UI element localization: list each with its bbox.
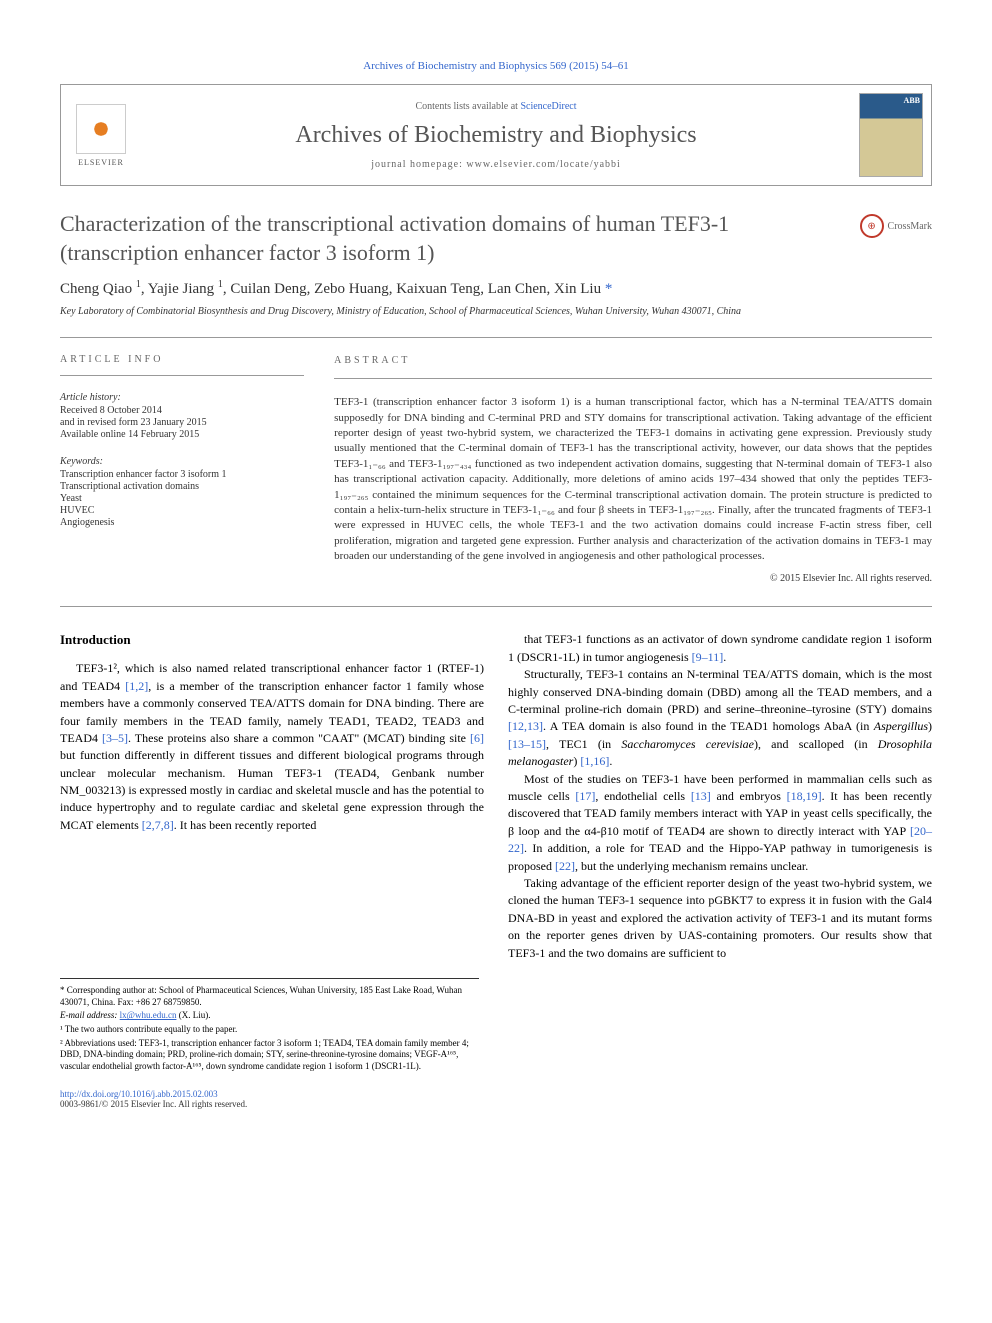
abstract-copyright: © 2015 Elsevier Inc. All rights reserved…	[334, 572, 932, 586]
cover-thumbnail: ABB	[859, 93, 923, 177]
intro-paragraph-1: TEF3-1², which is also named related tra…	[60, 660, 484, 834]
body-columns: Introduction TEF3-1², which is also name…	[60, 631, 932, 961]
elsevier-logo: ELSEVIER	[61, 85, 141, 185]
keyword: Yeast	[60, 493, 304, 504]
meta-row: ARTICLE INFO Article history: Received 8…	[60, 354, 932, 586]
email-suffix: (X. Liu).	[176, 1010, 210, 1020]
article-info-label: ARTICLE INFO	[60, 354, 304, 365]
footnote-1: ¹ The two authors contribute equally to …	[60, 1024, 479, 1036]
introduction-heading: Introduction	[60, 631, 484, 650]
history-received: Received 8 October 2014	[60, 405, 304, 416]
cover-abb-label: ABB	[904, 96, 920, 105]
crossmark-icon: ⊕	[860, 214, 884, 238]
intro-paragraph-2: that TEF3-1 functions as an activator of…	[508, 631, 932, 666]
journal-header-box: ELSEVIER Contents lists available at Sci…	[60, 84, 932, 186]
history-revised: and in revised form 23 January 2015	[60, 417, 304, 428]
footnote-corresponding: * Corresponding author at: School of Pha…	[60, 985, 479, 1008]
page-container: Archives of Biochemistry and Biophysics …	[0, 0, 992, 1149]
footnotes: * Corresponding author at: School of Pha…	[60, 978, 479, 1073]
article-title: Characterization of the transcriptional …	[60, 210, 844, 267]
contents-line: Contents lists available at ScienceDirec…	[141, 101, 851, 112]
abstract-text: TEF3-1 (transcription enhancer factor 3 …	[334, 395, 932, 564]
info-divider	[60, 375, 304, 376]
keyword: HUVEC	[60, 505, 304, 516]
keywords-label: Keywords:	[60, 456, 304, 467]
intro-paragraph-4: Most of the studies on TEF3-1 have been …	[508, 771, 932, 875]
abstract-label: ABSTRACT	[334, 354, 932, 368]
footer: http://dx.doi.org/10.1016/j.abb.2015.02.…	[60, 1089, 932, 1109]
footnote-2: ² Abbreviations used: TEF3-1, transcript…	[60, 1038, 479, 1073]
journal-cover: ABB	[851, 85, 931, 185]
email-link[interactable]: lx@whu.edu.cn	[120, 1010, 177, 1020]
crossmark-label: CrossMark	[888, 221, 932, 232]
intro-paragraph-3: Structurally, TEF3-1 contains an N-termi…	[508, 666, 932, 770]
article-info-column: ARTICLE INFO Article history: Received 8…	[60, 354, 304, 586]
journal-name: Archives of Biochemistry and Biophysics	[141, 122, 851, 149]
sciencedirect-link[interactable]: ScienceDirect	[520, 101, 576, 112]
divider-top	[60, 337, 932, 338]
history-online: Available online 14 February 2015	[60, 429, 304, 440]
homepage-prefix: journal homepage:	[371, 159, 466, 170]
history-label: Article history:	[60, 392, 304, 403]
crossmark-badge[interactable]: ⊕ CrossMark	[860, 214, 932, 238]
keyword: Transcription enhancer factor 3 isoform …	[60, 469, 304, 480]
left-column: Introduction TEF3-1², which is also name…	[60, 631, 484, 961]
keyword: Angiogenesis	[60, 517, 304, 528]
email-label: E-mail address:	[60, 1010, 120, 1020]
contents-prefix: Contents lists available at	[415, 101, 520, 112]
issn-line: 0003-9861/© 2015 Elsevier Inc. All right…	[60, 1099, 247, 1109]
keyword: Transcriptional activation domains	[60, 481, 304, 492]
divider-bottom	[60, 606, 932, 607]
right-column: that TEF3-1 functions as an activator of…	[508, 631, 932, 961]
elsevier-tree-icon	[76, 104, 126, 154]
doi-link[interactable]: http://dx.doi.org/10.1016/j.abb.2015.02.…	[60, 1089, 218, 1099]
title-row: Characterization of the transcriptional …	[60, 210, 932, 267]
header-center: Contents lists available at ScienceDirec…	[141, 85, 851, 185]
journal-homepage: journal homepage: www.elsevier.com/locat…	[141, 159, 851, 170]
affiliation: Key Laboratory of Combinatorial Biosynth…	[60, 306, 932, 317]
authors-line: Cheng Qiao 1, Yajie Jiang 1, Cuilan Deng…	[60, 279, 932, 298]
elsevier-label: ELSEVIER	[78, 158, 124, 167]
homepage-url[interactable]: www.elsevier.com/locate/yabbi	[466, 159, 620, 170]
footnote-email: E-mail address: lx@whu.edu.cn (X. Liu).	[60, 1010, 479, 1022]
intro-paragraph-5: Taking advantage of the efficient report…	[508, 875, 932, 962]
citation-line: Archives of Biochemistry and Biophysics …	[60, 60, 932, 72]
abstract-column: ABSTRACT TEF3-1 (transcription enhancer …	[334, 354, 932, 586]
abstract-divider	[334, 378, 932, 379]
